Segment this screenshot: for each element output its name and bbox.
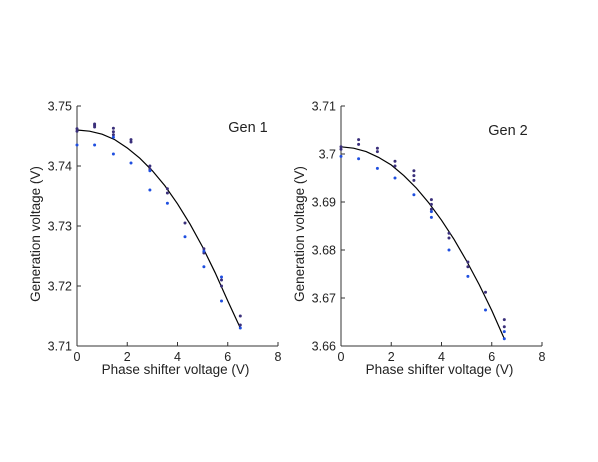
data-point-dark — [93, 122, 97, 126]
data-point-dark — [238, 314, 242, 318]
y-tick-label: 3.71 — [48, 340, 72, 354]
data-point-blue — [93, 143, 97, 147]
data-point-dark — [202, 247, 206, 251]
data-point-blue — [111, 135, 115, 139]
data-point-dark — [148, 164, 152, 168]
data-point-dark — [339, 147, 343, 151]
data-point-dark — [165, 191, 169, 195]
data-point-dark — [220, 278, 223, 282]
data-point-blue — [375, 166, 379, 170]
x-tick-label: 2 — [388, 350, 395, 364]
data-point-dark — [447, 231, 451, 235]
y-tick-label: 3.71 — [312, 100, 336, 114]
data-point-dark — [502, 325, 506, 329]
data-point-dark — [111, 133, 115, 137]
data-point-blue — [202, 265, 206, 269]
data-point-blue — [412, 193, 416, 197]
data-point-blue — [165, 201, 169, 205]
y-tick-label: 3.69 — [312, 196, 336, 210]
y-tick-label: 3.7 — [319, 148, 336, 162]
y-axis-label: Generation voltage (V) — [28, 166, 43, 302]
data-point-dark — [412, 178, 416, 182]
data-point-blue — [484, 308, 487, 312]
data-point-blue — [111, 152, 115, 156]
data-point-dark — [466, 265, 470, 269]
data-point-dark — [339, 145, 343, 149]
data-point-blue — [357, 157, 361, 161]
data-point-dark — [183, 221, 187, 225]
x-tick-label: 6 — [488, 350, 495, 364]
chart-title: Gen 1 — [228, 120, 268, 136]
data-point-blue — [502, 337, 506, 341]
chart-panel-gen-2: 0 2 4 6 8 3.66 3.67 3.68 3.69 3.7 3.71 Phase shifte… — [292, 100, 546, 378]
data-point-blue — [502, 330, 506, 334]
x-tick-label: 8 — [539, 350, 546, 364]
y-tick-label: 3.66 — [312, 340, 336, 354]
fit-line — [340, 146, 505, 340]
data-point-blue — [148, 188, 152, 192]
x-tick-label: 4 — [438, 350, 445, 364]
data-point-blue — [466, 274, 470, 278]
data-point-dark — [129, 140, 133, 144]
data-point-blue — [129, 161, 133, 165]
data-point-blue — [220, 275, 223, 279]
data-point-blue — [202, 249, 206, 253]
y-tick-label: 3.75 — [48, 100, 72, 114]
data-point-dark — [165, 187, 169, 191]
data-point-dark — [484, 290, 487, 294]
x-axis-label: Phase shifter voltage (V) — [366, 362, 514, 377]
data-point-dark — [466, 260, 470, 264]
data-point-blue — [429, 210, 433, 214]
x-tick-label: 8 — [275, 350, 282, 364]
data-point-dark — [75, 127, 79, 131]
data-point-dark — [357, 142, 361, 146]
x-tick-label: 4 — [174, 350, 181, 364]
data-point-blue — [238, 326, 242, 330]
data-point-dark — [502, 318, 506, 322]
data-point-dark — [220, 284, 223, 288]
y-tick-label: 3.68 — [312, 244, 336, 258]
data-point-blue — [220, 299, 223, 303]
data-point-dark — [429, 202, 433, 206]
data-point-blue — [447, 248, 451, 252]
chart-panel-gen-1: 0 2 4 6 8 3.71 3.72 3.73 3.74 3.75 Phase shifter v… — [28, 100, 282, 378]
x-tick-label: 2 — [124, 350, 131, 364]
data-point-dark — [375, 150, 379, 154]
data-point-dark — [111, 126, 115, 130]
data-point-blue — [339, 154, 343, 158]
data-point-blue — [429, 215, 433, 219]
chart-title: Gen 2 — [488, 123, 528, 139]
y-tick-label: 3.67 — [312, 292, 336, 306]
x-tick-label: 0 — [338, 350, 345, 364]
data-point-dark — [393, 164, 397, 168]
data-point-dark — [129, 138, 133, 142]
y-axis-label: Generation voltage (V) — [292, 166, 307, 302]
data-point-blue — [393, 176, 397, 180]
data-point-blue — [75, 143, 79, 147]
data-point-dark — [375, 146, 379, 150]
data-point-dark — [429, 198, 433, 202]
data-point-dark — [393, 159, 397, 163]
x-tick-label: 0 — [74, 350, 81, 364]
y-tick-label: 3.72 — [48, 280, 72, 294]
data-point-dark — [412, 169, 416, 173]
data-point-dark — [238, 323, 242, 327]
data-point-dark — [447, 236, 451, 240]
y-tick-label: 3.74 — [48, 160, 72, 174]
data-point-dark — [75, 129, 79, 133]
data-point-blue — [183, 235, 187, 239]
data-point-dark — [429, 207, 433, 211]
fit-line — [76, 129, 241, 329]
x-axis-label: Phase shifter voltage (V) — [102, 362, 250, 377]
x-tick-label: 6 — [224, 350, 231, 364]
data-point-dark — [412, 174, 416, 178]
data-point-blue — [148, 169, 152, 173]
data-point-dark — [357, 138, 361, 142]
data-point-dark — [111, 130, 115, 134]
y-tick-label: 3.73 — [48, 220, 72, 234]
